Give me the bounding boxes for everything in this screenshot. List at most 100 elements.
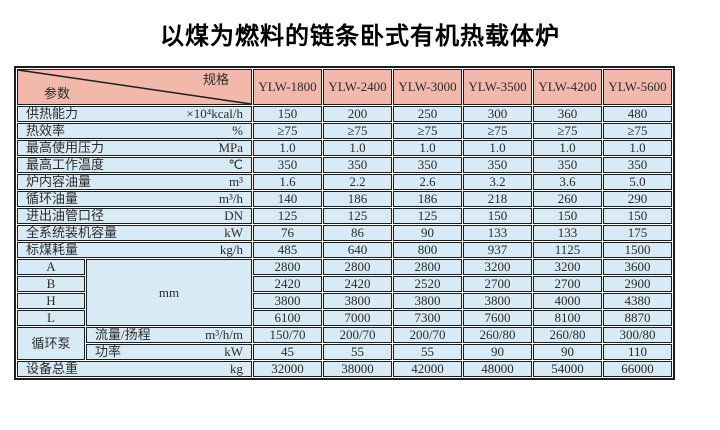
value-cell: 8870 [603,310,672,326]
value-cell: 150 [463,208,532,224]
value-cell: 3800 [253,293,322,309]
param-label: 流量/扬程 [95,327,151,342]
value-cell: 1500 [603,242,672,258]
value-cell: 3.2 [463,174,532,190]
corner-spec-label: 规格 [202,72,229,87]
value-cell: 150 [253,106,322,122]
row-dimension-b: B 2420 2420 2520 2700 2700 2900 [17,276,672,292]
value-cell: 2800 [393,259,462,275]
param-cell: 炉内容油量 m³ [17,174,252,190]
value-cell: 260 [533,191,602,207]
value-cell: 55 [393,344,462,360]
value-cell: 186 [393,191,462,207]
value-cell: 2900 [603,276,672,292]
dimension-label: H [17,293,85,309]
value-cell: 3600 [603,259,672,275]
param-label: 炉内容油量 [26,174,92,189]
param-unit: % [232,123,243,138]
param-cell: 最高工作温度 ℃ [17,157,252,173]
value-cell: 7000 [323,310,392,326]
value-cell: 1.0 [463,140,532,156]
row-circulating-oil-flow: 循环油量 m³/h 140 186 186 218 260 290 [17,191,672,207]
value-cell: 1125 [533,242,602,258]
param-cell: 供热能力 ×10⁴kcal/h [17,106,252,122]
row-max-temperature: 最高工作温度 ℃ 350 350 350 350 350 350 [17,157,672,173]
value-cell: 2800 [253,259,322,275]
row-coal-consumption: 标煤耗量 kg/h 485 640 800 937 1125 1500 [17,242,672,258]
value-cell: 350 [393,157,462,173]
value-cell: 2.2 [323,174,392,190]
value-cell: 133 [533,225,602,241]
value-cell: 2.6 [393,174,462,190]
value-cell: 4000 [533,293,602,309]
dimension-label: A [17,259,85,275]
value-cell: 45 [253,344,322,360]
param-label: 功率 [95,344,122,359]
value-cell: 350 [253,157,322,173]
corner-param-label: 参数 [44,86,71,101]
param-cell: 设备总重 kg [17,361,252,377]
value-cell: 2800 [323,259,392,275]
param-cell: 循环油量 m³/h [17,191,252,207]
value-cell: 300 [463,106,532,122]
value-cell: 1.0 [253,140,322,156]
value-cell: 200 [323,106,392,122]
corner-cell: 规格 参数 [17,69,252,105]
value-cell: 42000 [393,361,462,377]
param-unit: ℃ [228,157,243,172]
value-cell: 1.0 [393,140,462,156]
param-unit: kW [224,225,243,240]
param-label: 最高工作温度 [26,157,105,172]
param-unit: m³/h/m [205,327,243,342]
param-cell: 进出油管口径 DN [17,208,252,224]
value-cell: 2520 [393,276,462,292]
page-title: 以煤为燃料的链条卧式有机热载体炉 [160,23,560,50]
value-cell: 150 [533,208,602,224]
value-cell: 200/70 [393,327,462,343]
value-cell: 8100 [533,310,602,326]
param-cell: 全系统装机容量 kW [17,225,252,241]
value-cell: 1.6 [253,174,322,190]
param-cell: 最高使用压力 MPa [17,140,252,156]
value-cell: 7300 [393,310,462,326]
param-label: 标煤耗量 [26,242,79,257]
model-header: YLW-1800 [253,69,322,105]
value-cell: 90 [533,344,602,360]
value-cell: 4380 [603,293,672,309]
row-furnace-oil-volume: 炉内容油量 m³ 1.6 2.2 2.6 3.2 3.6 5.0 [17,174,672,190]
value-cell: 86 [323,225,392,241]
value-cell: 1.0 [603,140,672,156]
value-cell: 5.0 [603,174,672,190]
model-header: YLW-5600 [603,69,672,105]
param-label: 进出油管口径 [26,208,105,223]
diagonal-divider-line [18,70,251,104]
value-cell: 350 [463,157,532,173]
row-dimension-a: A mm 2800 2800 2800 3200 3200 3600 [17,259,672,326]
row-max-pressure: 最高使用压力 MPa 1.0 1.0 1.0 1.0 1.0 1.0 [17,140,672,156]
value-cell: 2420 [323,276,392,292]
spec-table: 规格 参数 YLW-1800 YLW-2400 YLW-3000 YLW-350… [14,66,675,380]
value-cell: 350 [603,157,672,173]
value-cell: 1.0 [533,140,602,156]
row-pipe-diameter: 进出油管口径 DN 125 125 125 150 150 150 [17,208,672,224]
dimension-label: L [17,310,85,326]
param-label: 循环油量 [26,191,79,206]
value-cell: 3800 [323,293,392,309]
value-cell: 640 [323,242,392,258]
value-cell: 90 [393,225,462,241]
value-cell: 125 [253,208,322,224]
row-pump-power: 功率 kW 45 55 55 90 90 110 [17,344,672,360]
row-heating-capacity: 供热能力 ×10⁴kcal/h 150 200 250 300 360 480 [17,106,672,122]
model-header: YLW-3500 [463,69,532,105]
param-unit: kg/h [219,242,243,257]
value-cell: 6100 [253,310,322,326]
row-total-weight: 设备总重 kg 32000 38000 42000 48000 54000 660… [17,361,672,377]
param-unit: ×10⁴kcal/h [186,106,243,121]
value-cell: 360 [533,106,602,122]
value-cell: 937 [463,242,532,258]
value-cell: ≥75 [393,123,462,139]
param-label: 设备总重 [26,361,79,376]
param-label: 热效率 [26,123,66,138]
value-cell: 2420 [253,276,322,292]
